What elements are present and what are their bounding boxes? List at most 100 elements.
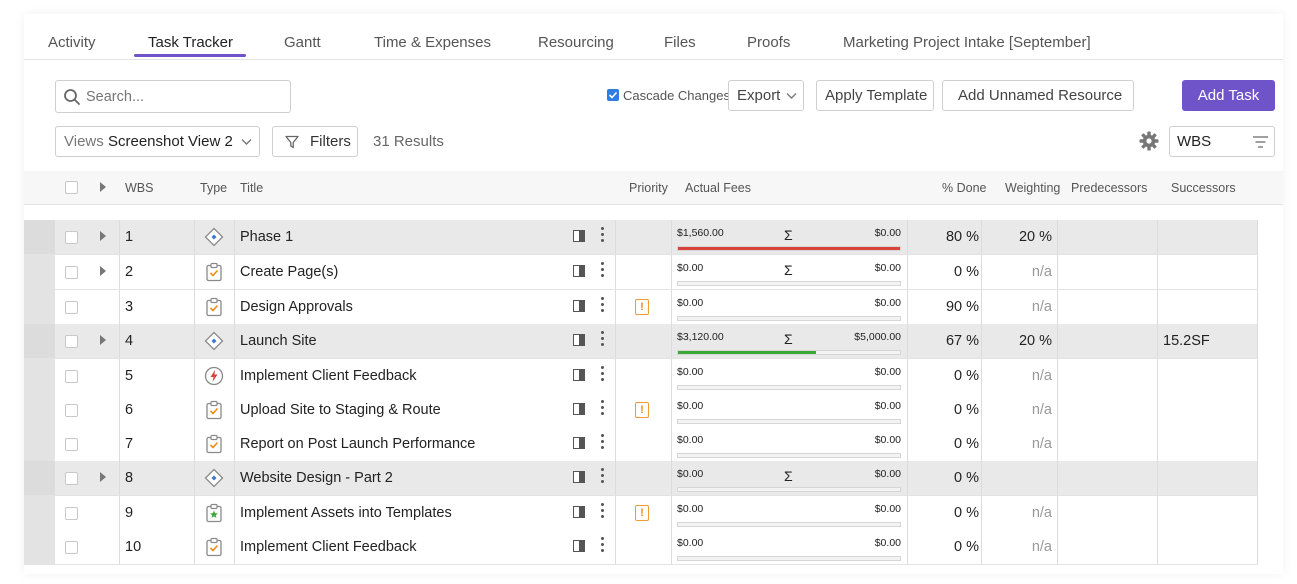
more-options-icon[interactable] — [601, 262, 605, 280]
row-drag-gutter[interactable] — [24, 290, 55, 324]
table-row[interactable]: 2 Create Page(s) $0.00 Σ $0.00 0 % n/a — [24, 255, 1258, 290]
column-header-type[interactable]: Type — [200, 181, 228, 195]
table-row[interactable]: 3 Design Approvals! $0.00 $0.00 90 % n/a — [24, 290, 1258, 325]
tab-proofs[interactable]: Proofs — [747, 34, 791, 51]
row-percent-done[interactable]: 67 % — [945, 333, 979, 349]
row-title[interactable]: Report on Post Launch Performance — [240, 436, 476, 452]
priority-flag-icon[interactable]: ! — [635, 299, 649, 315]
more-options-icon[interactable] — [601, 297, 605, 315]
side-panel-icon[interactable] — [573, 471, 585, 483]
side-panel-icon[interactable] — [573, 369, 585, 381]
row-drag-gutter[interactable] — [24, 324, 55, 358]
sort-dropdown[interactable]: WBS — [1169, 126, 1275, 157]
table-row[interactable]: 6 Upload Site to Staging & Route! $0.00 $0.… — [24, 393, 1258, 428]
more-options-icon[interactable] — [601, 503, 605, 521]
row-title[interactable]: Implement Client Feedback — [240, 539, 417, 555]
tab-activity[interactable]: Activity — [48, 34, 96, 51]
expand-row-icon[interactable] — [100, 266, 106, 276]
more-options-icon[interactable] — [601, 366, 605, 384]
row-title[interactable]: Website Design - Part 2 — [240, 470, 393, 486]
row-drag-gutter[interactable] — [24, 530, 55, 564]
table-row[interactable]: 10 Implement Client Feedback $0.00 $0.00 0 %… — [24, 530, 1258, 565]
row-drag-gutter[interactable] — [24, 255, 55, 289]
row-checkbox[interactable] — [65, 231, 78, 244]
row-title[interactable]: Upload Site to Staging & Route — [240, 402, 441, 418]
row-weighting[interactable]: n/a — [1031, 264, 1052, 280]
expand-all-icon[interactable] — [100, 182, 106, 192]
row-weighting[interactable]: n/a — [1031, 402, 1052, 418]
row-title[interactable]: Implement Assets into Templates — [240, 505, 452, 521]
select-all-checkbox[interactable] — [65, 181, 78, 194]
more-options-icon[interactable] — [601, 331, 605, 349]
search-input[interactable] — [86, 87, 282, 107]
priority-flag-icon[interactable]: ! — [635, 402, 649, 418]
row-drag-gutter[interactable] — [24, 461, 55, 495]
priority-flag-icon[interactable]: ! — [635, 505, 649, 521]
column-header-priority[interactable]: Priority — [629, 181, 668, 195]
column-header-weighting[interactable]: Weighting — [1005, 181, 1061, 195]
row-percent-done[interactable]: 0 % — [954, 402, 979, 418]
expand-row-icon[interactable] — [100, 472, 106, 482]
row-successors[interactable]: 15.2SF — [1163, 333, 1210, 349]
row-title[interactable]: Design Approvals — [240, 299, 353, 315]
row-percent-done[interactable]: 0 % — [954, 539, 979, 555]
export-dropdown[interactable]: Export — [728, 80, 804, 111]
row-title[interactable]: Launch Site — [240, 333, 317, 349]
side-panel-icon[interactable] — [573, 437, 585, 449]
row-checkbox[interactable] — [65, 301, 78, 314]
row-weighting[interactable]: n/a — [1031, 299, 1052, 315]
row-weighting[interactable]: n/a — [1031, 436, 1052, 452]
expand-row-icon[interactable] — [100, 335, 106, 345]
table-row[interactable]: 9 Implement Assets into Templates! $0.00 $0… — [24, 496, 1258, 531]
row-checkbox[interactable] — [65, 472, 78, 485]
tab-task-tracker[interactable]: Task Tracker — [148, 34, 234, 51]
side-panel-icon[interactable] — [573, 506, 585, 518]
side-panel-icon[interactable] — [573, 540, 585, 552]
more-options-icon[interactable] — [601, 434, 605, 452]
side-panel-icon[interactable] — [573, 230, 585, 242]
row-drag-gutter[interactable] — [24, 359, 55, 393]
row-checkbox[interactable] — [65, 335, 78, 348]
row-percent-done[interactable]: 90 % — [945, 299, 979, 315]
tab-gantt[interactable]: Gantt — [284, 34, 321, 51]
row-checkbox[interactable] — [65, 541, 78, 554]
add-unnamed-resource-button[interactable]: Add Unnamed Resource — [942, 80, 1134, 111]
row-weighting[interactable]: 20 % — [1018, 229, 1052, 245]
table-row[interactable]: 8 Website Design - Part 2 $0.00 Σ $0.00 0 % — [24, 461, 1258, 496]
row-title[interactable]: Implement Client Feedback — [240, 368, 417, 384]
tab-marketing-project-intake[interactable]: Marketing Project Intake [September] — [843, 34, 1091, 51]
more-options-icon[interactable] — [601, 227, 605, 245]
column-header-predecessors[interactable]: Predecessors — [1071, 181, 1148, 195]
row-percent-done[interactable]: 0 % — [954, 436, 979, 452]
row-weighting[interactable]: n/a — [1031, 368, 1052, 384]
row-drag-gutter[interactable] — [24, 427, 55, 461]
more-options-icon[interactable] — [601, 400, 605, 418]
row-percent-done[interactable]: 0 % — [954, 368, 979, 384]
row-drag-gutter[interactable] — [24, 220, 55, 254]
row-title[interactable]: Create Page(s) — [240, 264, 339, 280]
row-checkbox[interactable] — [65, 507, 78, 520]
apply-template-button[interactable]: Apply Template — [816, 80, 934, 111]
search-box[interactable] — [55, 80, 291, 113]
column-header-actual-fees[interactable]: Actual Fees — [685, 181, 752, 195]
row-checkbox[interactable] — [65, 404, 78, 417]
row-checkbox[interactable] — [65, 370, 78, 383]
row-checkbox[interactable] — [65, 438, 78, 451]
row-percent-done[interactable]: 0 % — [954, 505, 979, 521]
gear-icon[interactable] — [1139, 131, 1159, 151]
row-percent-done[interactable]: 0 % — [954, 470, 979, 486]
row-drag-gutter[interactable] — [24, 496, 55, 530]
table-row[interactable]: 1 Phase 1 $1,560.00 Σ $0.00 80 % 20 % — [24, 220, 1258, 255]
row-drag-gutter[interactable] — [24, 393, 55, 427]
column-header-title[interactable]: Title — [240, 181, 264, 195]
tab-files[interactable]: Files — [664, 34, 696, 51]
column-header-done[interactable]: % Done — [942, 181, 987, 195]
row-percent-done[interactable]: 0 % — [954, 264, 979, 280]
more-options-icon[interactable] — [601, 468, 605, 486]
row-percent-done[interactable]: 80 % — [945, 229, 979, 245]
tab-time-expenses[interactable]: Time & Expenses — [374, 34, 491, 51]
add-task-button[interactable]: Add Task — [1182, 80, 1275, 111]
expand-row-icon[interactable] — [100, 231, 106, 241]
table-row[interactable]: 4 Launch Site $3,120.00 Σ $5,000.00 67 % 20 % 1… — [24, 324, 1258, 359]
cascade-changes-checkbox[interactable] — [607, 89, 619, 101]
